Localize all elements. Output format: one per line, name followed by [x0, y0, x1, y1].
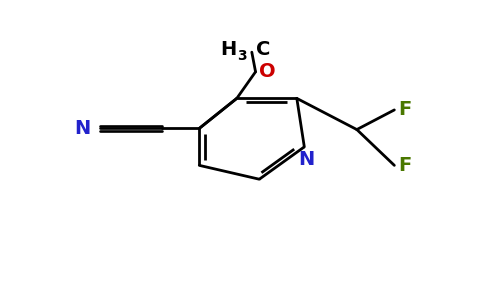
Text: N: N: [298, 150, 314, 169]
Text: N: N: [74, 119, 91, 138]
Text: O: O: [259, 62, 276, 81]
Text: H: H: [221, 40, 237, 59]
Text: F: F: [398, 100, 411, 119]
Text: C: C: [256, 40, 270, 59]
Text: F: F: [398, 156, 411, 175]
Text: 3: 3: [238, 49, 247, 63]
